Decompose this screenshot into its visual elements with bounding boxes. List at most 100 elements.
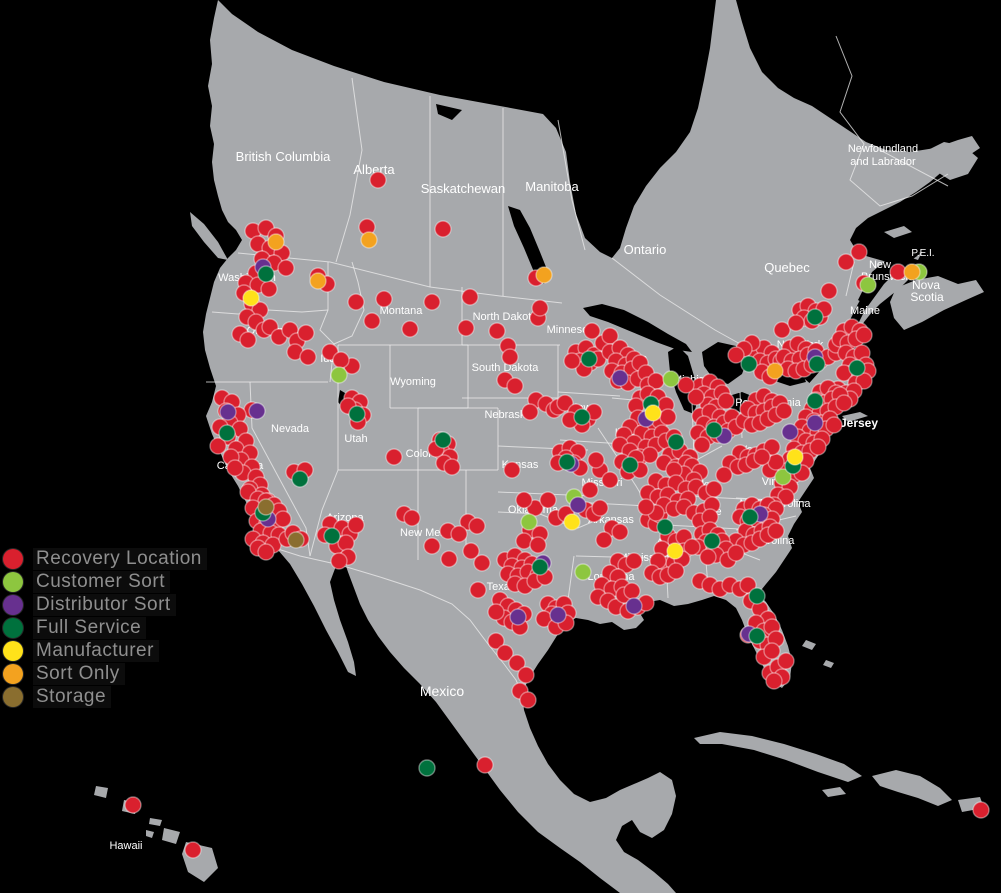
facility-dot-sort_only[interactable] xyxy=(360,231,378,249)
facility-dot-recovery[interactable] xyxy=(777,488,795,506)
facility-dot-recovery[interactable] xyxy=(739,576,757,594)
facility-dot-distributor_sort[interactable] xyxy=(219,403,237,421)
facility-dot-recovery[interactable] xyxy=(820,282,838,300)
facility-dot-recovery[interactable] xyxy=(226,459,244,477)
facility-dot-recovery[interactable] xyxy=(332,351,350,369)
facility-dot-recovery[interactable] xyxy=(385,448,403,466)
facility-dot-recovery[interactable] xyxy=(488,322,506,340)
facility-dot-recovery[interactable] xyxy=(209,437,227,455)
facility-dot-recovery[interactable] xyxy=(473,554,491,572)
facility-dot-recovery[interactable] xyxy=(184,841,202,859)
facility-dot-recovery[interactable] xyxy=(469,581,487,599)
facility-dot-recovery[interactable] xyxy=(837,253,855,271)
facility-dot-full_service[interactable] xyxy=(808,355,826,373)
facility-dot-full_service[interactable] xyxy=(573,408,591,426)
facility-dot-full_service[interactable] xyxy=(806,392,824,410)
facility-dot-distributor_sort[interactable] xyxy=(569,496,587,514)
facility-dot-recovery[interactable] xyxy=(625,552,643,570)
facility-dot-recovery[interactable] xyxy=(587,451,605,469)
facility-dot-recovery[interactable] xyxy=(468,517,486,535)
facility-dot-customer_sort[interactable] xyxy=(574,563,592,581)
facility-dot-recovery[interactable] xyxy=(330,552,348,570)
facility-dot-recovery[interactable] xyxy=(809,438,827,456)
facility-dot-sort_only[interactable] xyxy=(309,272,327,290)
facility-dot-recovery[interactable] xyxy=(239,331,257,349)
facility-dot-sort_only[interactable] xyxy=(903,263,921,281)
facility-dot-recovery[interactable] xyxy=(623,582,641,600)
facility-dot-recovery[interactable] xyxy=(423,537,441,555)
facility-dot-recovery[interactable] xyxy=(775,402,793,420)
facility-dot-recovery[interactable] xyxy=(403,509,421,527)
facility-dot-recovery[interactable] xyxy=(787,314,805,332)
facility-dot-recovery[interactable] xyxy=(767,522,785,540)
facility-dot-full_service[interactable] xyxy=(705,421,723,439)
facility-dot-recovery[interactable] xyxy=(519,691,537,709)
facility-dot-recovery[interactable] xyxy=(321,343,339,361)
facility-dot-recovery[interactable] xyxy=(601,471,619,489)
facility-dot-distributor_sort[interactable] xyxy=(549,606,567,624)
facility-dot-recovery[interactable] xyxy=(506,377,524,395)
facility-dot-recovery[interactable] xyxy=(529,536,547,554)
facility-dot-customer_sort[interactable] xyxy=(330,366,348,384)
facility-dot-manufacturer[interactable] xyxy=(242,289,260,307)
facility-dot-customer_sort[interactable] xyxy=(520,513,538,531)
facility-dot-recovery[interactable] xyxy=(835,394,853,412)
facility-dot-full_service[interactable] xyxy=(558,453,576,471)
facility-dot-full_service[interactable] xyxy=(748,587,766,605)
facility-dot-recovery[interactable] xyxy=(297,324,315,342)
facility-dot-recovery[interactable] xyxy=(705,480,723,498)
facility-dot-recovery[interactable] xyxy=(717,392,735,410)
facility-dot-recovery[interactable] xyxy=(274,510,292,528)
facility-dot-recovery[interactable] xyxy=(699,548,717,566)
facility-dot-recovery[interactable] xyxy=(753,448,771,466)
facility-dot-recovery[interactable] xyxy=(347,516,365,534)
facility-dot-full_service[interactable] xyxy=(656,518,674,536)
facility-dot-full_service[interactable] xyxy=(806,308,824,326)
facility-dot-recovery[interactable] xyxy=(531,299,549,317)
facility-dot-recovery[interactable] xyxy=(727,346,745,364)
facility-dot-full_service[interactable] xyxy=(748,627,766,645)
facility-dot-recovery[interactable] xyxy=(765,672,783,690)
facility-dot-recovery[interactable] xyxy=(461,288,479,306)
facility-dot-sort_only[interactable] xyxy=(766,362,784,380)
facility-dot-recovery[interactable] xyxy=(641,446,659,464)
facility-dot-recovery[interactable] xyxy=(487,632,505,650)
facility-dot-full_service[interactable] xyxy=(257,265,275,283)
facility-dot-recovery[interactable] xyxy=(496,644,514,662)
facility-dot-recovery[interactable] xyxy=(777,652,795,670)
facility-dot-distributor_sort[interactable] xyxy=(806,414,824,432)
facility-dot-manufacturer[interactable] xyxy=(563,513,581,531)
facility-dot-recovery[interactable] xyxy=(487,603,505,621)
facility-dot-recovery[interactable] xyxy=(363,312,381,330)
facility-dot-full_service[interactable] xyxy=(418,759,436,777)
facility-dot-full_service[interactable] xyxy=(531,558,549,576)
facility-dot-recovery[interactable] xyxy=(693,436,711,454)
facility-dot-full_service[interactable] xyxy=(741,508,759,526)
facility-dot-full_service[interactable] xyxy=(434,431,452,449)
facility-dot-recovery[interactable] xyxy=(299,348,317,366)
facility-dot-recovery[interactable] xyxy=(462,542,480,560)
facility-dot-full_service[interactable] xyxy=(740,355,758,373)
facility-dot-recovery[interactable] xyxy=(855,372,873,390)
facility-dot-recovery[interactable] xyxy=(508,654,526,672)
facility-dot-recovery[interactable] xyxy=(715,466,733,484)
facility-dot-recovery[interactable] xyxy=(257,543,275,561)
facility-dot-recovery[interactable] xyxy=(556,394,574,412)
facility-dot-distributor_sort[interactable] xyxy=(248,402,266,420)
facility-dot-recovery[interactable] xyxy=(595,531,613,549)
facility-dot-recovery[interactable] xyxy=(124,796,142,814)
facility-dot-recovery[interactable] xyxy=(521,403,539,421)
facility-dot-distributor_sort[interactable] xyxy=(625,597,643,615)
facility-dot-distributor_sort[interactable] xyxy=(509,608,527,626)
facility-dot-storage[interactable] xyxy=(287,531,305,549)
facility-dot-recovery[interactable] xyxy=(773,321,791,339)
facility-dot-recovery[interactable] xyxy=(369,171,387,189)
facility-dot-recovery[interactable] xyxy=(515,491,533,509)
facility-dot-distributor_sort[interactable] xyxy=(781,423,799,441)
facility-dot-recovery[interactable] xyxy=(667,562,685,580)
facility-dot-manufacturer[interactable] xyxy=(666,542,684,560)
facility-dot-full_service[interactable] xyxy=(218,424,236,442)
facility-dot-recovery[interactable] xyxy=(450,525,468,543)
facility-dot-recovery[interactable] xyxy=(503,461,521,479)
facility-dot-storage[interactable] xyxy=(257,498,275,516)
